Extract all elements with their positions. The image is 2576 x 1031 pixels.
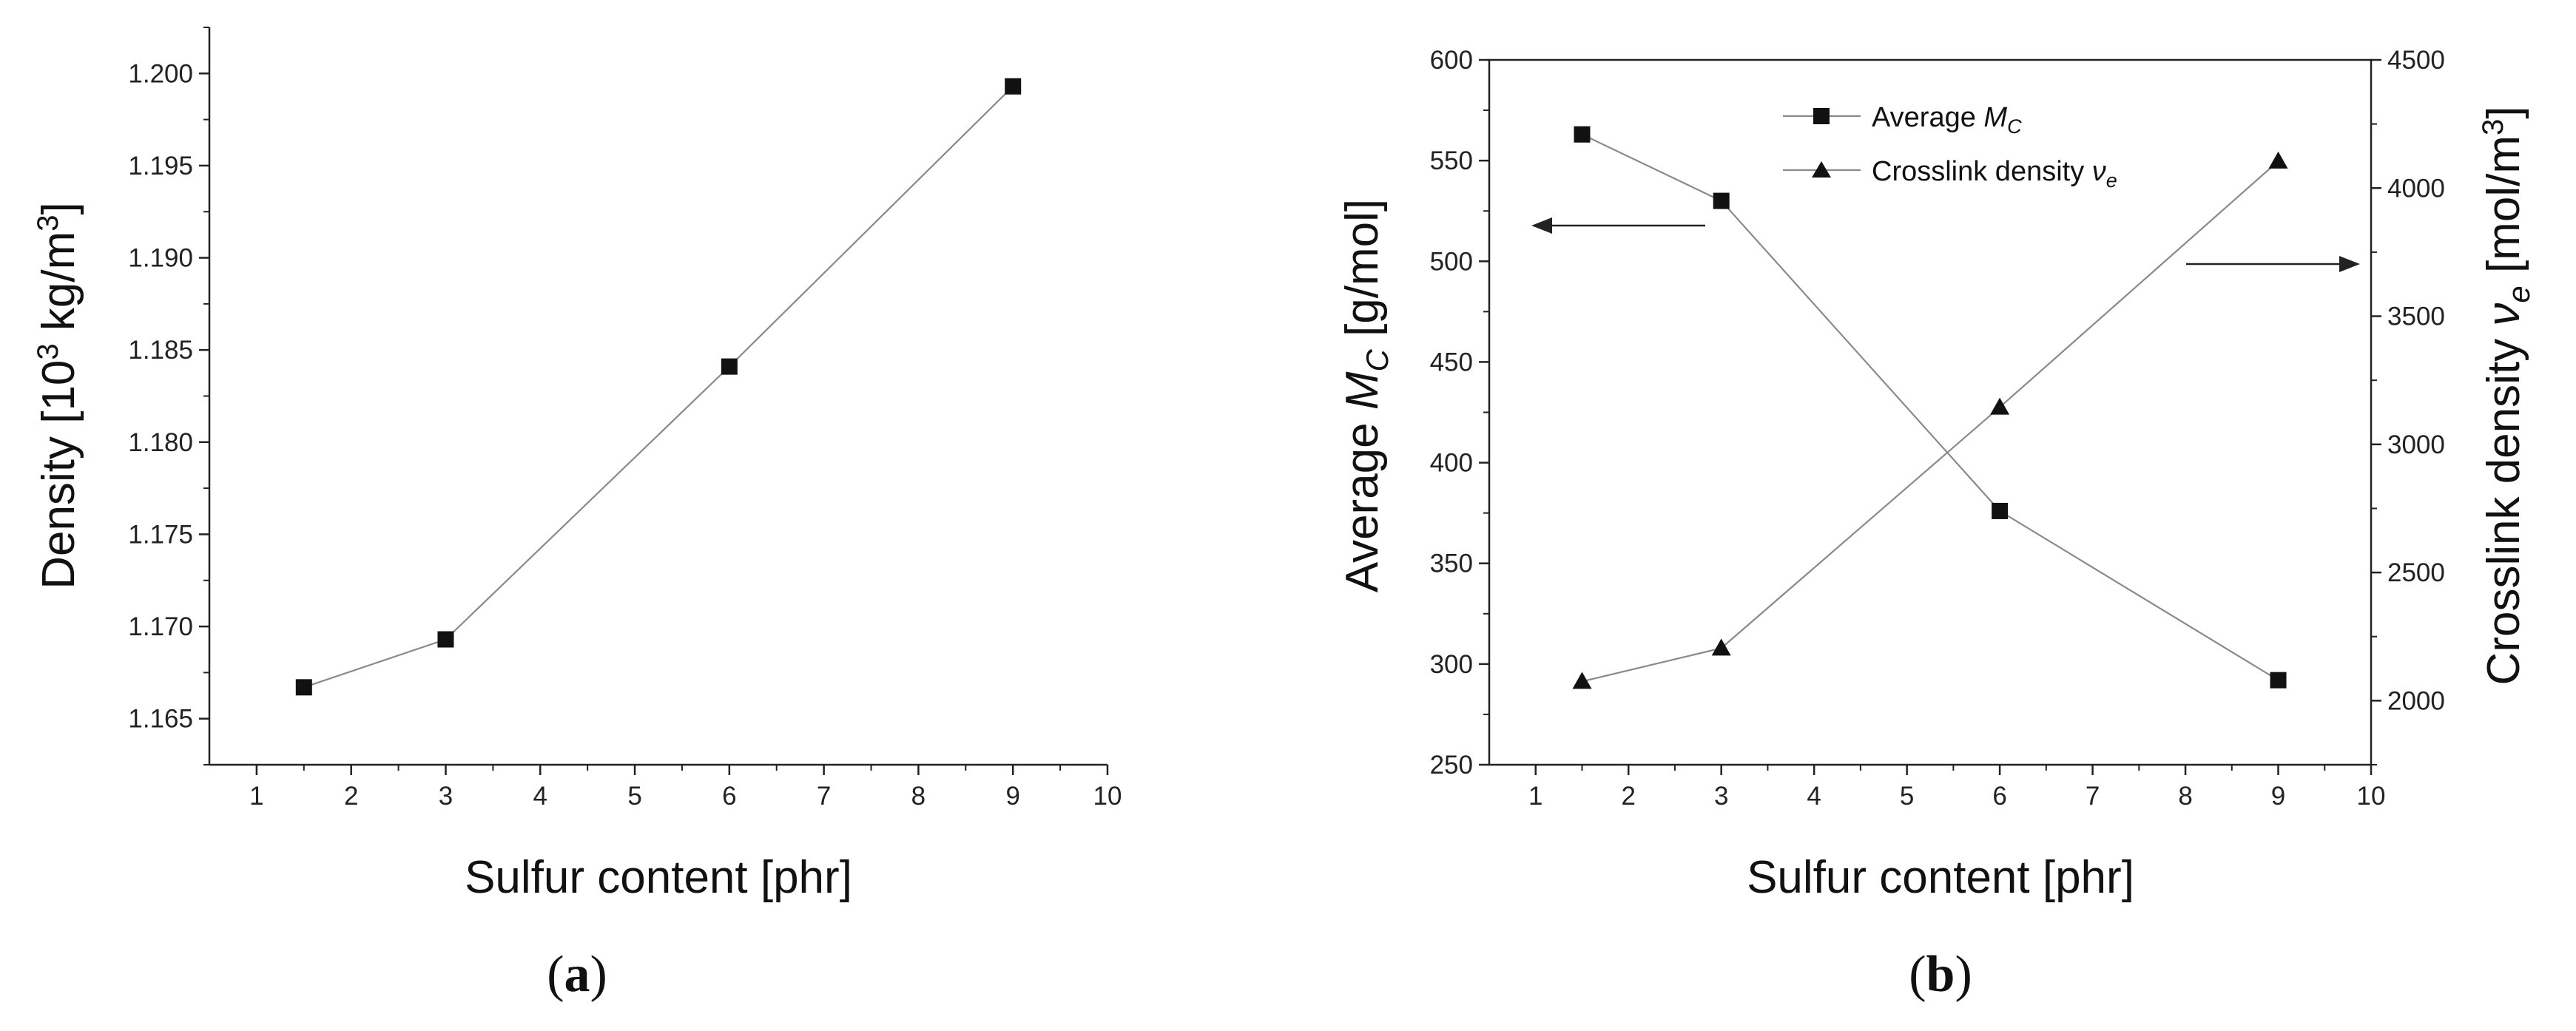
y-tick-label: 1.190 xyxy=(128,244,193,273)
crosslink-density-point xyxy=(2268,151,2288,169)
density-point xyxy=(721,358,738,375)
x-tick-label: 6 xyxy=(1992,782,2006,811)
left-y-tick-label: 600 xyxy=(1430,46,1473,75)
right-y-tick-label: 2500 xyxy=(2387,558,2445,587)
x-tick-label: 6 xyxy=(722,782,736,811)
left-y-tick-label: 550 xyxy=(1430,146,1473,175)
average-mc-series-line xyxy=(1581,133,2279,681)
legend-item-average-mc: Average MC xyxy=(1783,102,2022,138)
right-y-tick-label: 4000 xyxy=(2387,174,2445,203)
x-tick-label: 7 xyxy=(817,782,831,811)
x-tick-label: 5 xyxy=(627,782,641,811)
x-tick-label: 9 xyxy=(2271,782,2285,811)
chart-b-left-y-label: Average MC [g/mol] xyxy=(1337,199,1395,592)
chart-a-y-label: Density [103 kg/m3] xyxy=(32,202,84,589)
chart-b-caption: (b) xyxy=(1909,946,1972,1003)
left-y-tick-label: 400 xyxy=(1430,449,1473,478)
average-mc-point xyxy=(2270,672,2287,689)
right-y-tick-label: 2000 xyxy=(2387,686,2445,715)
x-tick-label: 9 xyxy=(1005,782,1019,811)
x-tick-label: 4 xyxy=(1807,782,1821,811)
y-tick-label: 1.180 xyxy=(128,428,193,457)
density-point xyxy=(437,631,454,648)
x-tick-label: 3 xyxy=(439,782,453,811)
crosslink-density-point xyxy=(1711,638,1731,656)
svg-text:Crosslink density νe: Crosslink density νe xyxy=(1872,156,2117,192)
y-tick-label: 1.200 xyxy=(128,59,193,88)
x-tick-label: 8 xyxy=(911,782,925,811)
right-y-tick-label: 3500 xyxy=(2387,302,2445,331)
x-tick-label: 8 xyxy=(2178,782,2192,811)
right-y-tick-label: 3000 xyxy=(2387,430,2445,459)
x-tick-label: 4 xyxy=(533,782,547,811)
x-tick-label: 10 xyxy=(1093,782,1122,811)
left-y-tick-label: 300 xyxy=(1430,650,1473,679)
chart-b: 1 2 3 4 5 6 7 8 9 10 250 300 350 400 450 500 550 600 2000 2… xyxy=(1337,46,2536,1003)
chart-a: 1 2 3 4 5 6 7 8 9 10 1.165 1.170 1.175 1.180 1.185 1.19… xyxy=(32,27,1122,1003)
average-mc-point xyxy=(1713,192,1730,209)
x-tick-label: 1 xyxy=(1528,782,1542,811)
x-tick-label: 3 xyxy=(1714,782,1728,811)
x-tick-label: 2 xyxy=(1621,782,1635,811)
x-tick-label: 1 xyxy=(249,782,263,811)
x-tick-label: 2 xyxy=(344,782,358,811)
chart-b-legend: Average MC Crosslink density νe xyxy=(1783,102,2117,192)
left-y-tick-label: 450 xyxy=(1430,348,1473,376)
left-y-tick-label: 350 xyxy=(1430,550,1473,578)
density-point xyxy=(295,679,312,696)
y-tick-label: 1.170 xyxy=(128,612,193,641)
x-tick-label: 10 xyxy=(2357,782,2386,811)
right-y-tick-label: 4500 xyxy=(2387,46,2445,75)
average-mc-point xyxy=(1574,126,1591,143)
crosslink-density-series-line xyxy=(1582,160,2279,683)
left-y-tick-label: 250 xyxy=(1430,751,1473,780)
average-mc-point xyxy=(1992,502,2009,519)
left-y-tick-label: 500 xyxy=(1430,247,1473,276)
chart-b-x-label: Sulfur content [phr] xyxy=(1747,852,2134,903)
chart-a-x-label: Sulfur content [phr] xyxy=(465,852,852,903)
y-tick-label: 1.165 xyxy=(128,705,193,734)
y-tick-label: 1.185 xyxy=(128,336,193,365)
x-tick-label: 7 xyxy=(2086,782,2100,811)
left-axis-arrow xyxy=(1531,217,1705,234)
crosslink-density-point xyxy=(1990,397,2010,415)
legend-item-crosslink-density: Crosslink density νe xyxy=(1783,156,2117,192)
right-axis-arrow xyxy=(2186,256,2360,272)
density-series-line xyxy=(303,85,1014,689)
y-tick-label: 1.175 xyxy=(128,520,193,549)
y-tick-label: 1.195 xyxy=(128,152,193,180)
chart-a-caption: (a) xyxy=(547,946,607,1003)
density-point xyxy=(1005,78,1022,95)
crosslink-density-point xyxy=(1572,672,1592,689)
chart-b-right-y-label: Crosslink density νe [mol/m3] xyxy=(2477,107,2536,686)
x-tick-label: 5 xyxy=(1900,782,1914,811)
svg-text:Average MC: Average MC xyxy=(1872,102,2022,138)
